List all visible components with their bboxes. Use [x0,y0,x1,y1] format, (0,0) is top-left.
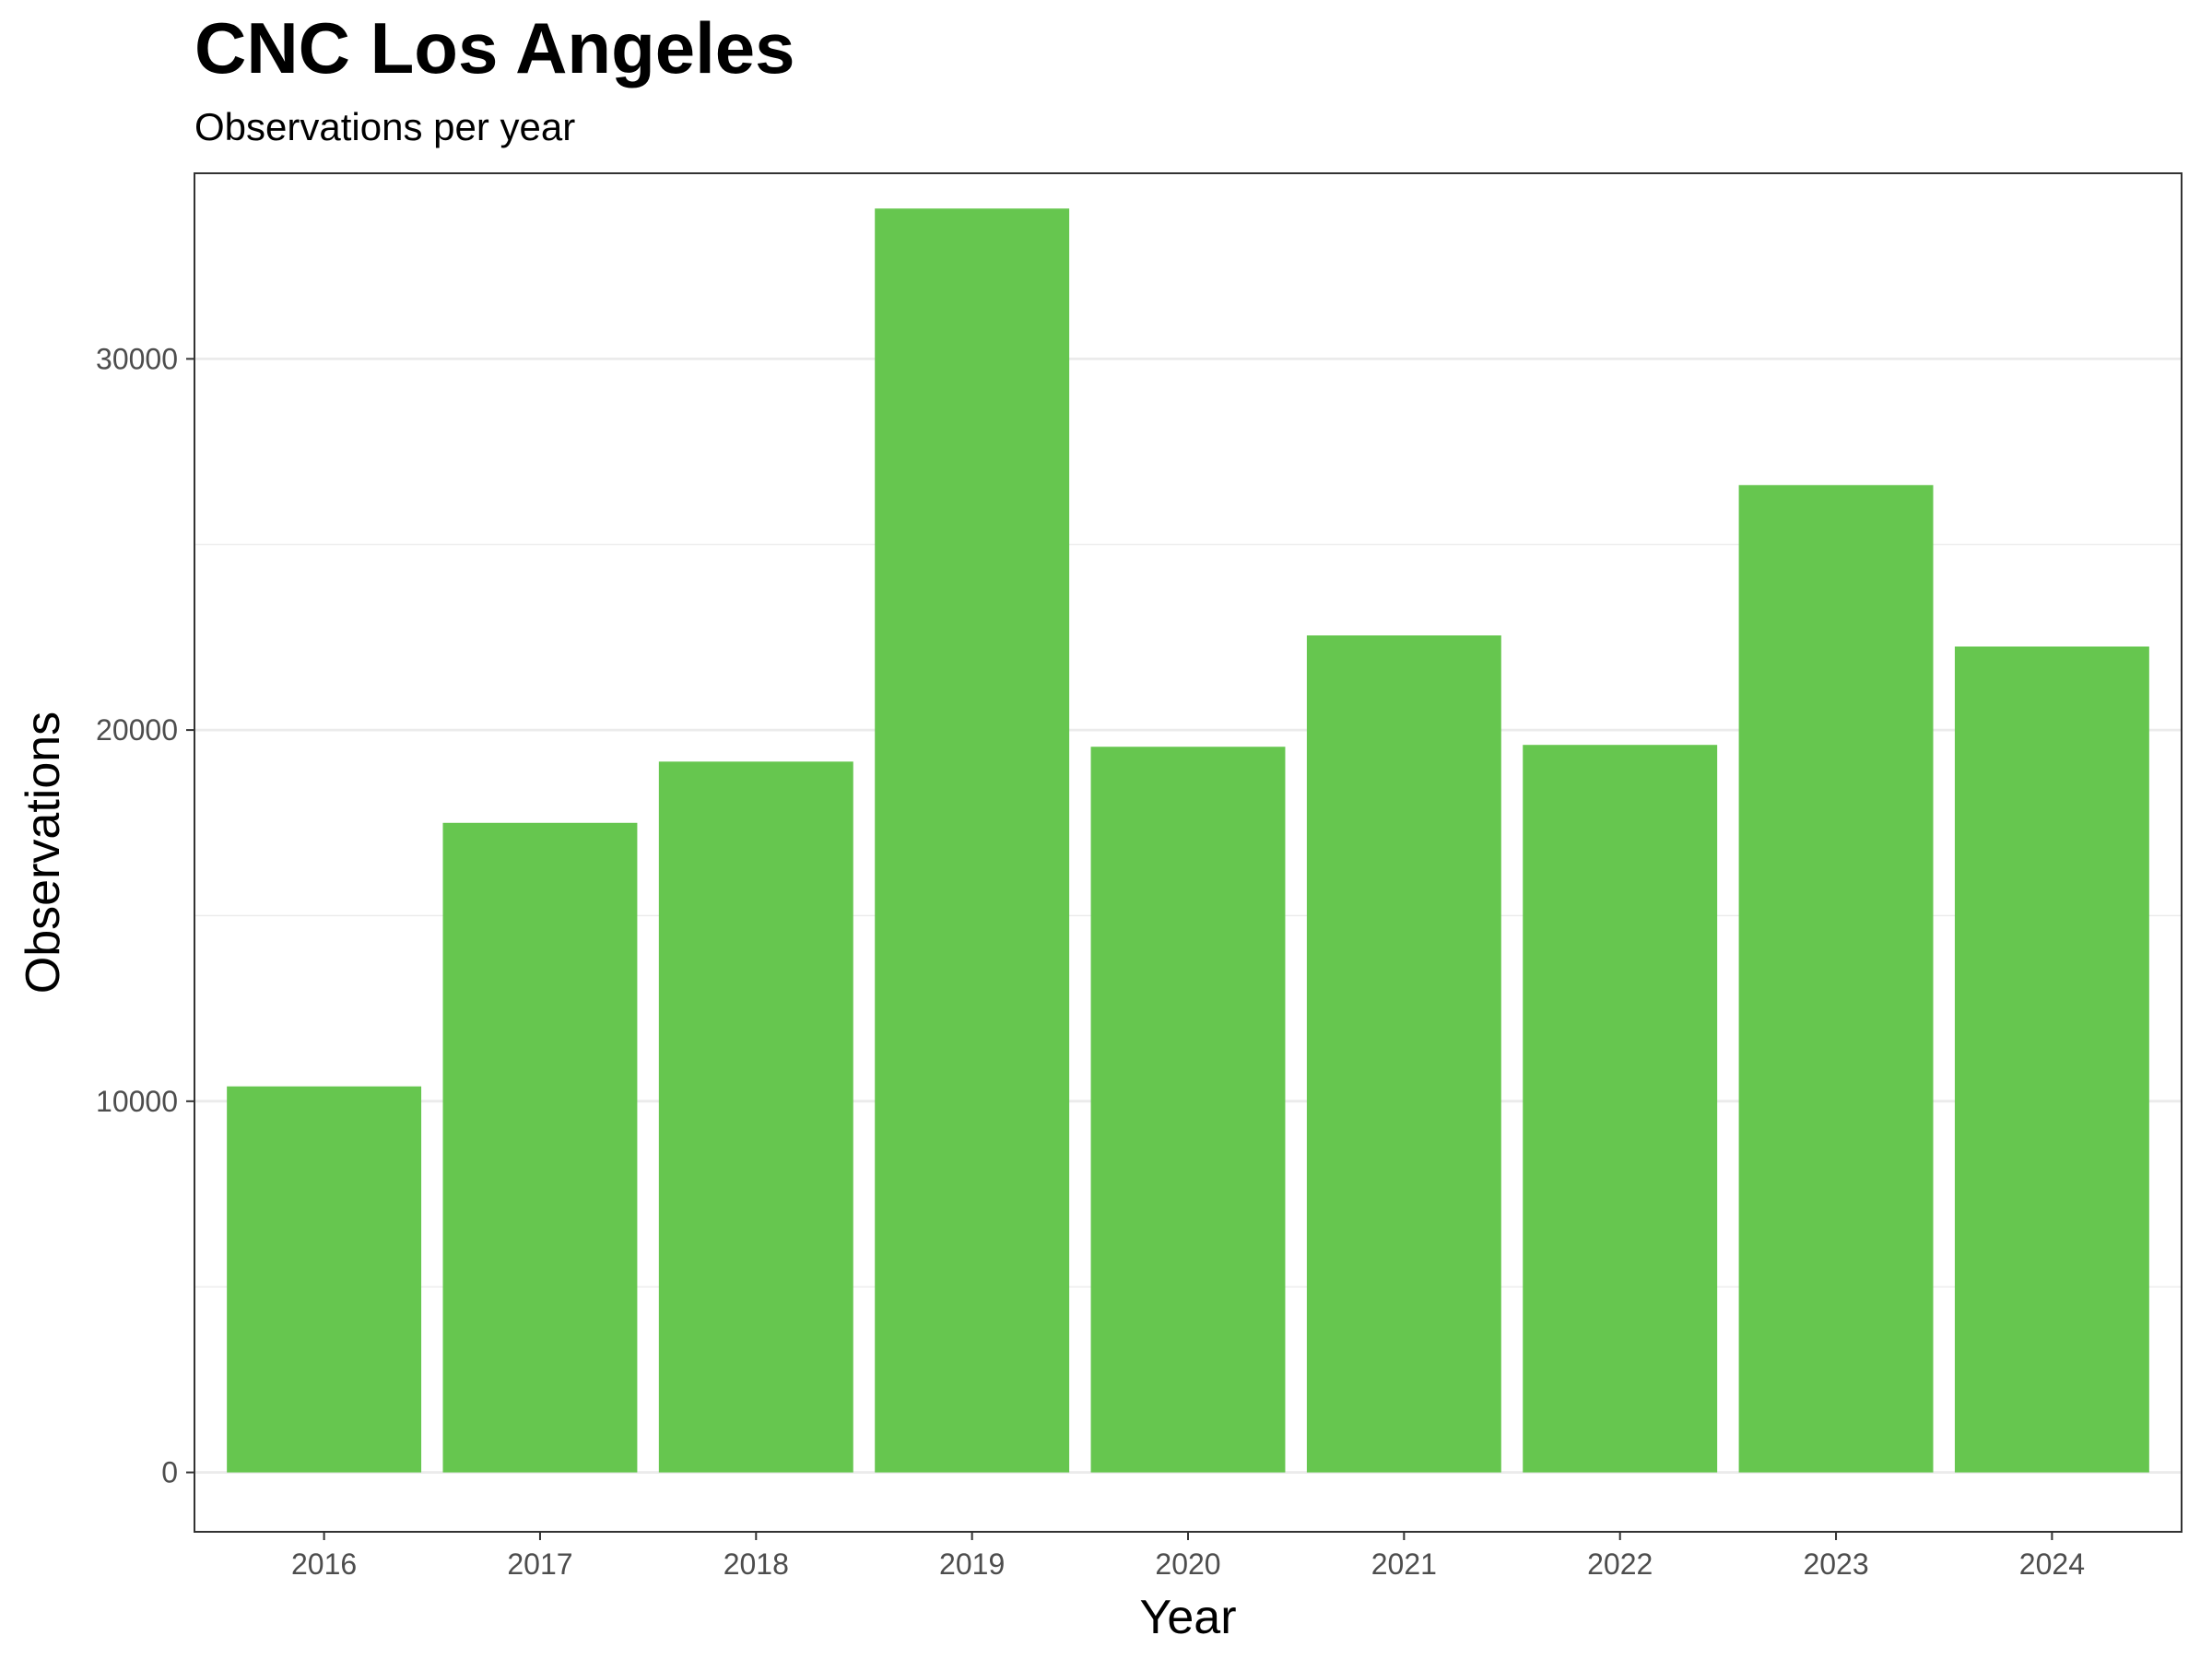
chart-title: CNC Los Angeles [194,7,795,88]
x-tick-label: 2023 [1803,1547,1868,1581]
bar-2022 [1523,745,1718,1473]
x-axis-title: Year [1139,1591,1236,1644]
x-tick-label: 2020 [1155,1547,1220,1581]
bars [227,208,2149,1473]
y-tick-label: 20000 [96,713,178,747]
x-tick-label: 2016 [291,1547,357,1581]
x-tick-label: 2018 [724,1547,789,1581]
bar-2017 [442,822,638,1473]
x-tick-label: 2021 [1371,1547,1437,1581]
x-tick-label: 2017 [507,1547,572,1581]
bar-2016 [227,1086,422,1473]
bar-2020 [1090,747,1286,1473]
y-tick-label: 0 [161,1456,178,1489]
y-axis-title: Observations [17,712,70,994]
bar-2024 [1954,646,2149,1473]
bar-2019 [875,208,1070,1473]
chart-subtitle: Observations per year [194,105,576,148]
x-tick-label: 2019 [939,1547,1005,1581]
y-tick-label: 10000 [96,1085,178,1118]
x-tick-label: 2024 [2019,1547,2085,1581]
bar-2018 [658,761,853,1473]
axes: 0 10000 20000 30000 2016 2017 2018 2019 2020 2021… [96,342,2085,1581]
y-tick-label: 30000 [96,342,178,375]
x-tick-label: 2022 [1587,1547,1653,1581]
bar-2021 [1306,635,1501,1473]
bar-2023 [1738,485,1934,1473]
